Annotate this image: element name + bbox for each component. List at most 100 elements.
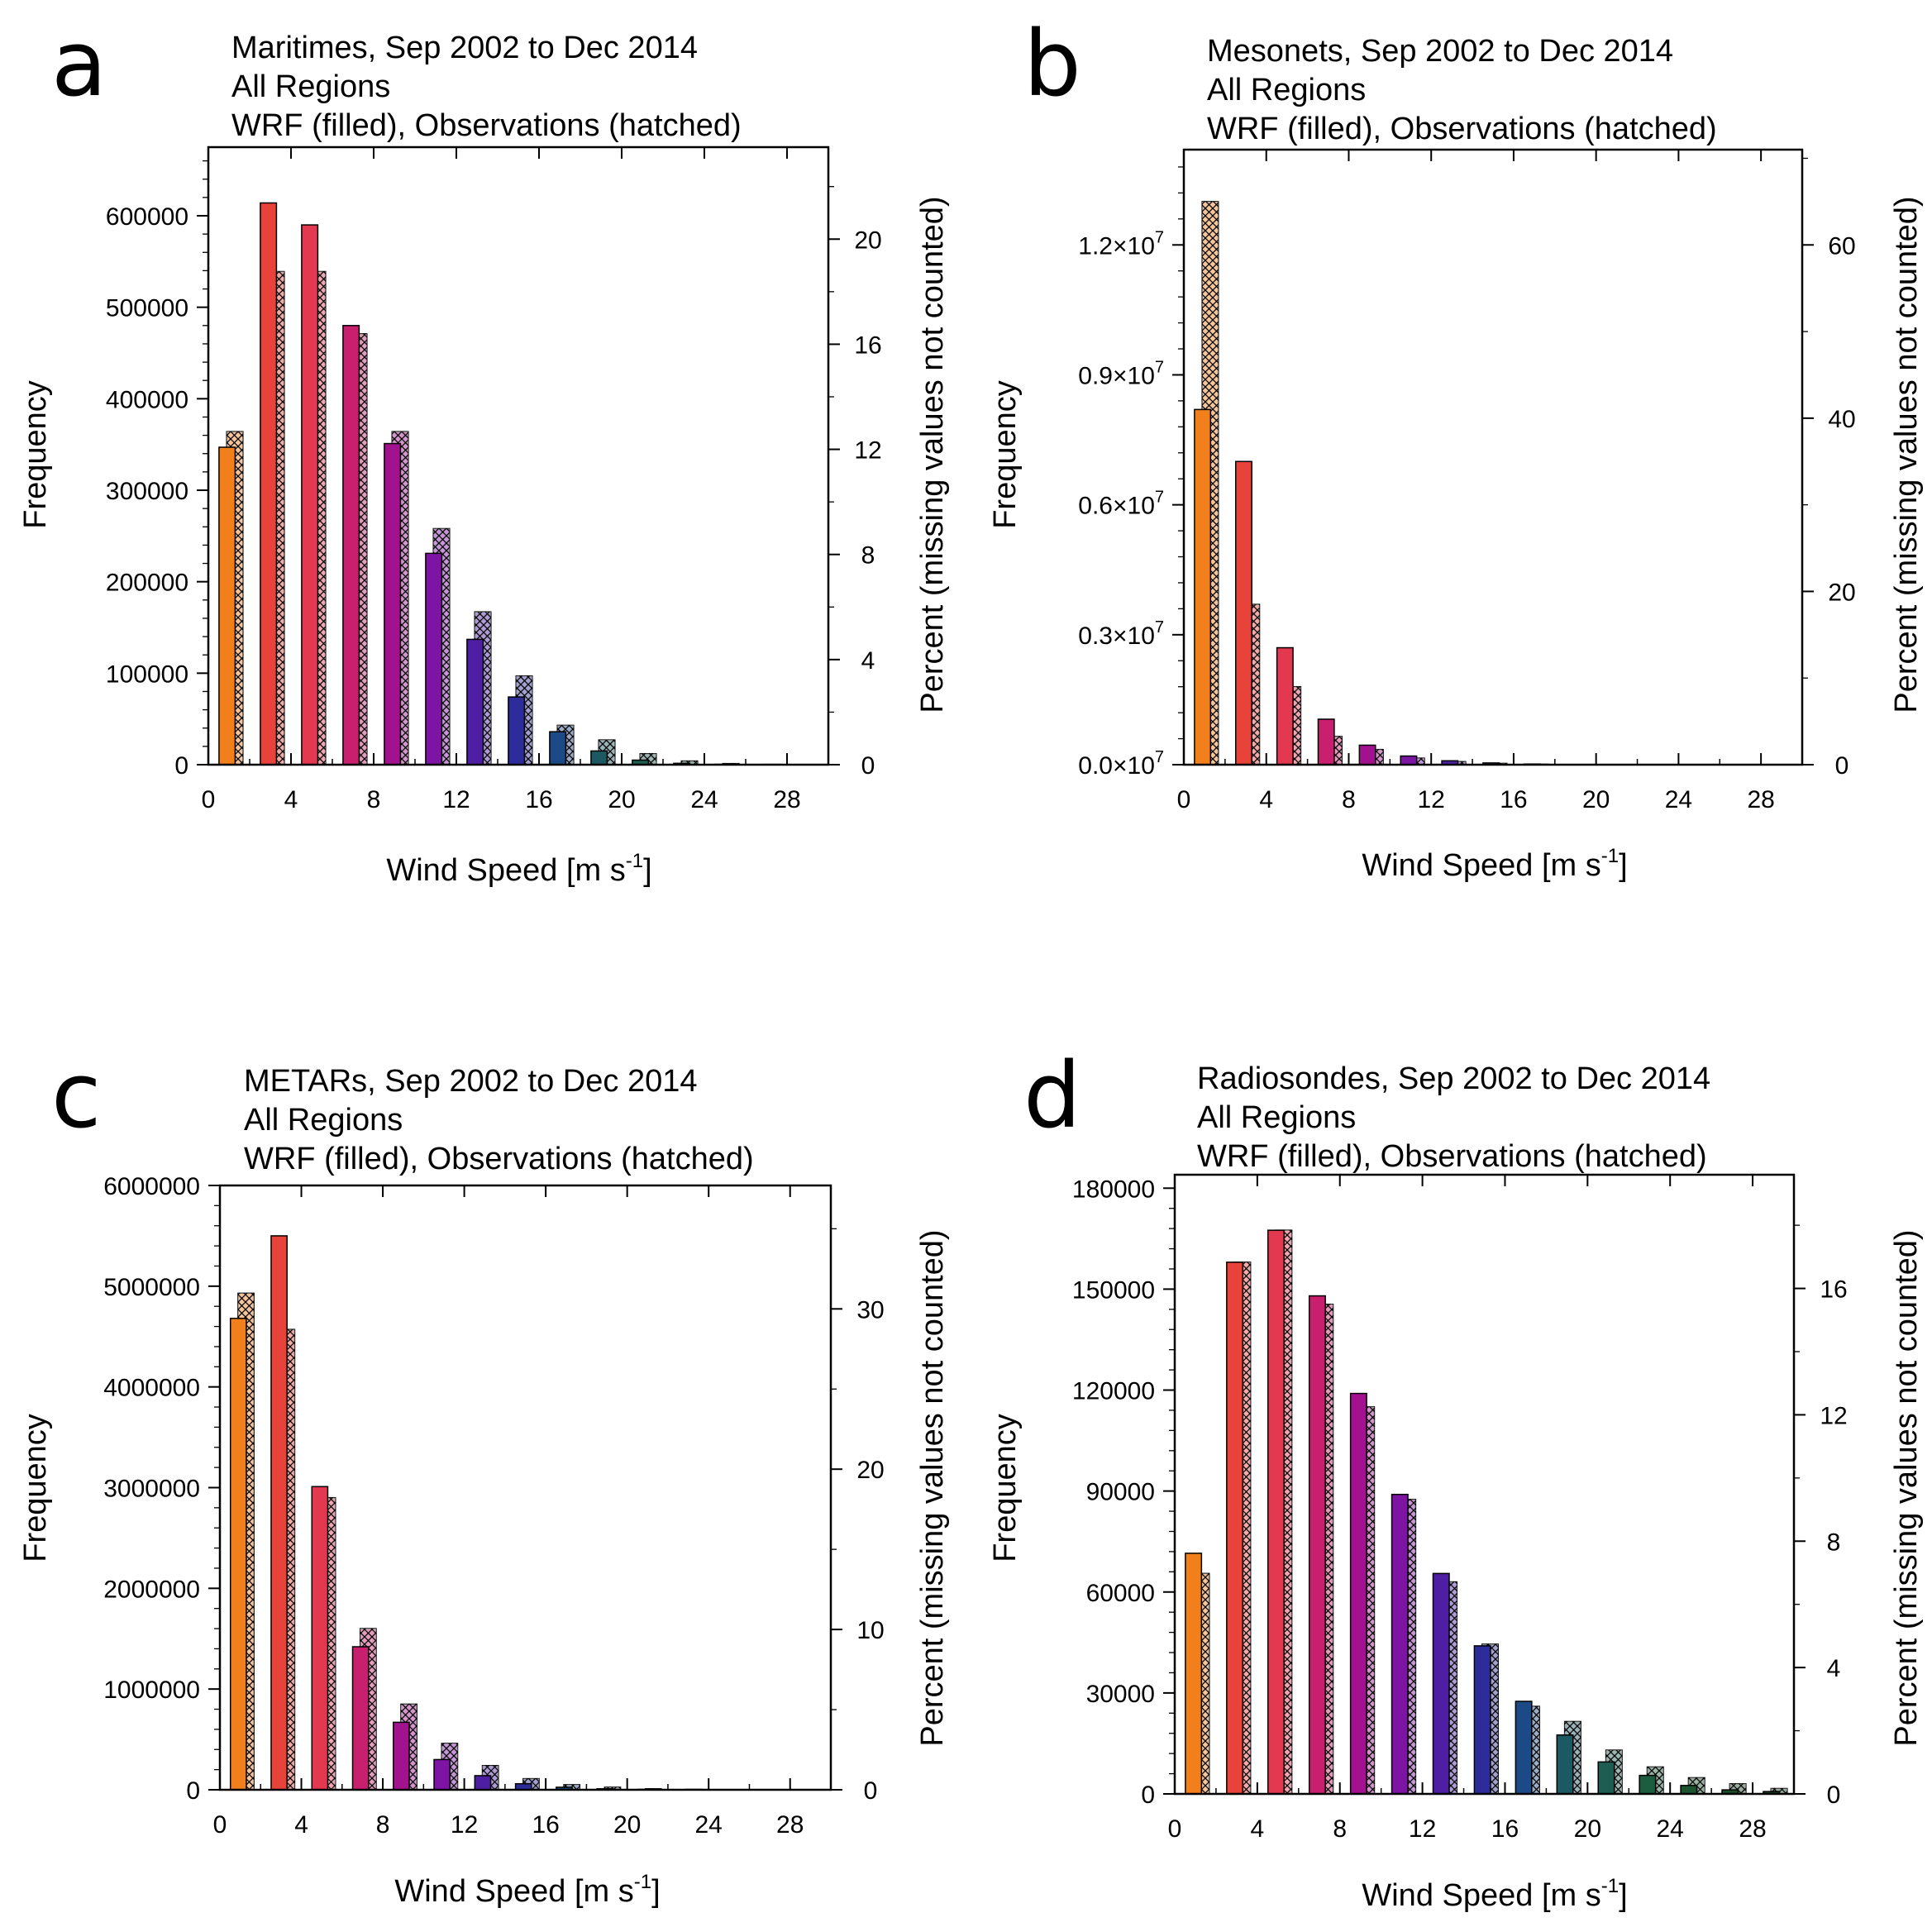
y-tick-label: 3000000	[103, 1476, 200, 1503]
panel-d: d Radiosondes, Sep 2002 to Dec 2014 All …	[988, 1042, 1924, 1913]
y-tick-label: 2000000	[103, 1576, 200, 1603]
x-tick-label: 16	[532, 1811, 559, 1839]
wrf-bar	[301, 224, 319, 766]
x-tick-label: 8	[1333, 1815, 1347, 1843]
wrf-bar	[1317, 718, 1335, 766]
plot-frame	[1182, 148, 1804, 766]
x-tick-label: 8	[367, 786, 381, 813]
y-tick-label: 200000	[106, 570, 188, 597]
x-axis-label: Wind Speed [m s-1]	[1362, 1875, 1627, 1913]
y-tick-label: 500000	[106, 295, 188, 322]
y-tick-label: 300000	[106, 478, 188, 505]
x-tick-label: 20	[608, 786, 635, 813]
panel-b: b Mesonets, Sep 2002 to Dec 2014 All Reg…	[988, 11, 1924, 883]
chart-legend-note: WRF (filled), Observations (hatched)	[244, 1142, 754, 1176]
chart-subtitle: All Regions	[231, 69, 390, 104]
wrf-bar	[1391, 1493, 1409, 1795]
plot-area: 0 4 8 12 16 20 24 28 0 100000 200000 300000 400000 50…	[106, 145, 882, 813]
wrf-bar	[1473, 1645, 1491, 1795]
y2-tick-label: 4	[861, 647, 875, 675]
wrf-bar	[1556, 1734, 1574, 1795]
chart-subtitle: All Regions	[1207, 73, 1366, 107]
y-tick-label: 1.2×107	[1078, 228, 1164, 260]
x-tick-label: 4	[1251, 1815, 1265, 1843]
x-tick-label: 28	[776, 1811, 804, 1839]
panel-label: a	[51, 11, 107, 117]
y2-tick-label: 8	[861, 542, 875, 570]
y-tick-label: 30000	[1086, 1681, 1155, 1708]
x-axis-label: Wind Speed [m s-1]	[386, 850, 651, 888]
chart-title: Maritimes, Sep 2002 to Dec 2014	[231, 31, 698, 65]
chart-subtitle: All Regions	[1197, 1100, 1356, 1135]
y2-axis-label: Percent (missing values not counted)	[1889, 196, 1924, 713]
y-tick-label: 600000	[106, 203, 188, 231]
panel-label: c	[51, 1042, 101, 1148]
y2-tick-label: 60	[1828, 232, 1855, 260]
x-axis-label: Wind Speed [m s-1]	[394, 1871, 660, 1909]
panel-c: c METARs, Sep 2002 to Dec 2014 All Regio…	[18, 1042, 950, 1909]
y2-tick-label: 0	[1827, 1782, 1841, 1809]
y-tick-label: 150000	[1072, 1276, 1155, 1304]
plot-area: 0 4 8 12 16 20 24 28 0.0×107 0.3×107 0.6×107 0.9×10…	[1078, 148, 1856, 813]
plot-area: 0 4 8 12 16 20 24 28 0 1000000 2000000 3000000 40000…	[103, 1173, 884, 1839]
x-tick-label: 4	[1259, 786, 1273, 813]
y2-tick-label: 8	[1827, 1529, 1841, 1556]
y-tick-label: 0.6×107	[1078, 489, 1164, 520]
y2-tick-label: 16	[854, 332, 881, 359]
wrf-bar	[1639, 1774, 1657, 1795]
wrf-bar	[351, 1646, 370, 1791]
wrf-bar	[1597, 1761, 1615, 1795]
y2-tick-label: 0	[861, 752, 875, 780]
x-axis-label: Wind Speed [m s-1]	[1362, 845, 1627, 883]
x-tick-label: 4	[284, 786, 298, 813]
x-tick-label: 12	[442, 786, 470, 813]
panel-a: a Maritimes, Sep 2002 to Dec 2014 All Re…	[18, 11, 950, 888]
x-tick-label: 24	[1657, 1815, 1684, 1843]
y-tick-label: 6000000	[103, 1173, 200, 1200]
y2-tick-label: 30	[856, 1296, 884, 1324]
y2-tick-label: 40	[1828, 406, 1855, 433]
y-tick-label: 4000000	[103, 1375, 200, 1402]
wrf-bar	[342, 325, 360, 766]
x-tick-label: 16	[525, 786, 552, 813]
x-tick-label: 12	[1409, 1815, 1436, 1843]
y-tick-label: 0	[1141, 1782, 1155, 1809]
x-tick-label: 12	[451, 1811, 478, 1839]
wrf-bar	[1349, 1392, 1367, 1795]
x-tick-label: 20	[613, 1811, 641, 1839]
wrf-bar	[229, 1318, 247, 1791]
y-axis-label: Frequency	[988, 380, 1023, 529]
chart-subtitle: All Regions	[244, 1103, 403, 1138]
x-tick-label: 20	[1574, 1815, 1601, 1843]
x-tick-label: 12	[1418, 786, 1445, 813]
y2-tick-label: 16	[1820, 1276, 1847, 1304]
y2-axis-label: Percent (missing values not counted)	[915, 196, 950, 713]
y-tick-label: 5000000	[103, 1274, 200, 1301]
wrf-bar	[1267, 1229, 1285, 1795]
x-tick-label: 16	[1491, 1815, 1519, 1843]
y-tick-label: 1000000	[103, 1677, 200, 1704]
x-tick-label: 28	[1739, 1815, 1766, 1843]
x-tick-label: 0	[213, 1811, 227, 1839]
wrf-bar	[1276, 646, 1294, 766]
plot-frame	[1173, 1173, 1796, 1796]
wrf-bar	[466, 638, 484, 766]
y-tick-label: 0	[186, 1777, 200, 1805]
chart-legend-note: WRF (filled), Observations (hatched)	[231, 108, 742, 143]
y-axis-label: Frequency	[18, 380, 53, 529]
x-tick-label: 0	[202, 786, 216, 813]
plot-area: 0 4 8 12 16 20 24 28 0 30000 60000 90000 120000 15000…	[1072, 1173, 1848, 1843]
y2-axis-label: Percent (missing values not counted)	[915, 1229, 950, 1746]
x-tick-label: 4	[294, 1811, 308, 1839]
y2-tick-label: 12	[854, 437, 881, 465]
x-tick-label: 20	[1582, 786, 1610, 813]
wrf-bar	[433, 1758, 451, 1791]
y2-tick-label: 20	[854, 227, 881, 254]
y-axis-label: Frequency	[18, 1414, 53, 1562]
y2-tick-label: 10	[856, 1617, 884, 1644]
x-tick-label: 0	[1168, 1815, 1182, 1843]
wrf-bar	[270, 1235, 288, 1791]
y-tick-label: 0	[174, 752, 188, 780]
wrf-bar	[1400, 755, 1418, 766]
